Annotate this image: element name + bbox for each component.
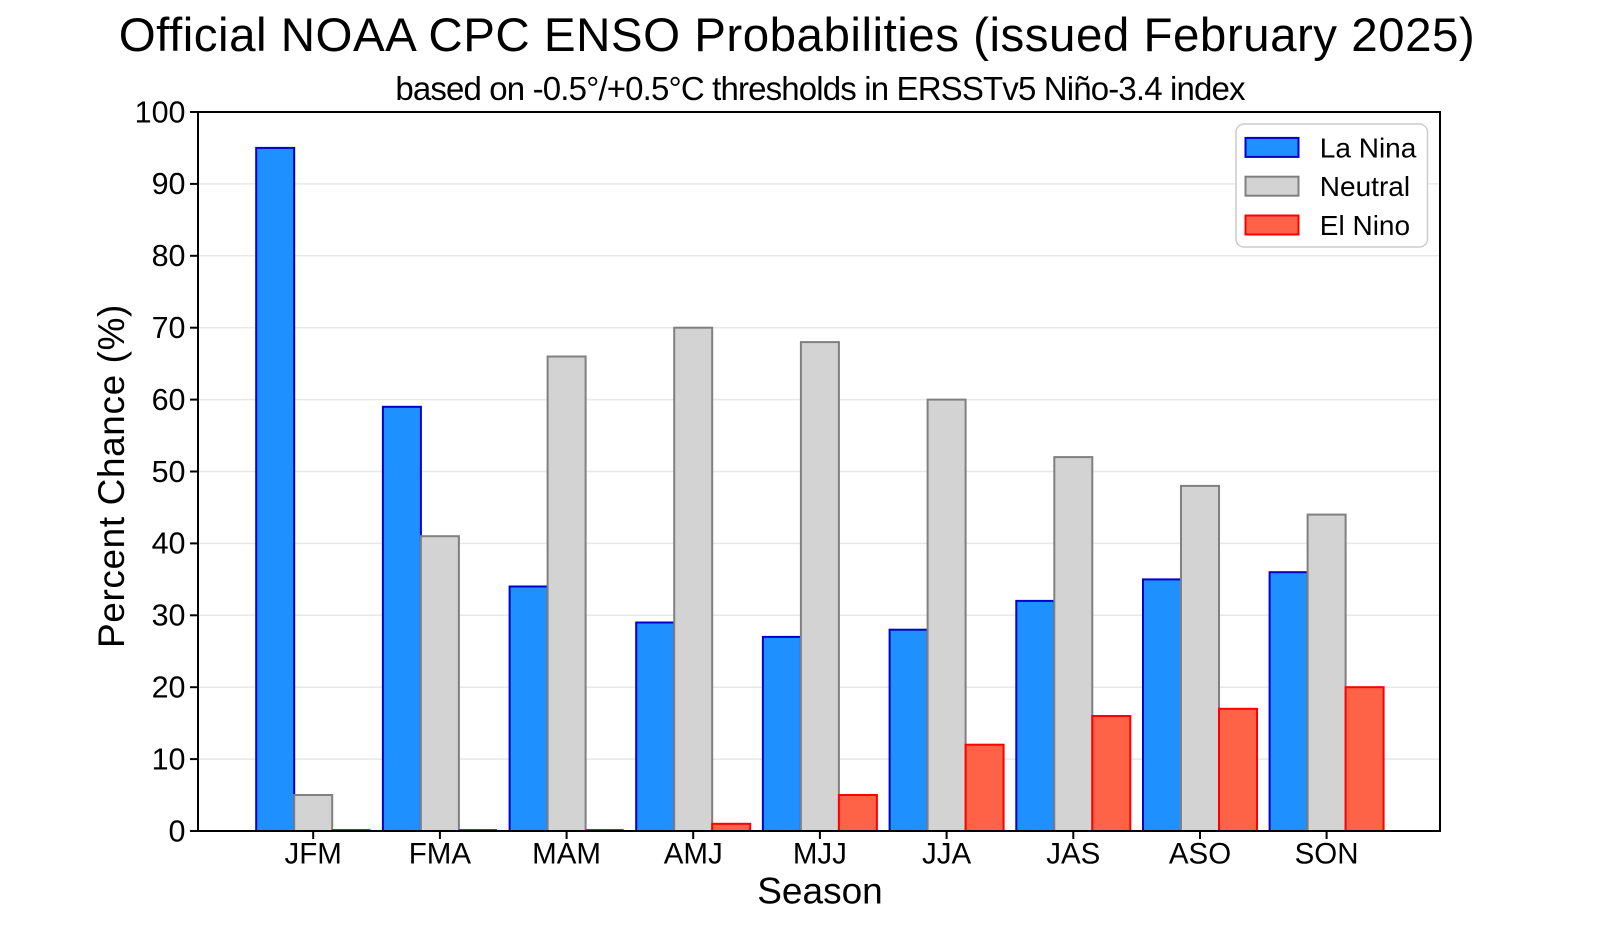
svg-text:30: 30 (152, 599, 186, 633)
svg-text:80: 80 (152, 239, 186, 273)
svg-text:El Nino: El Nino (1320, 210, 1410, 241)
svg-text:10: 10 (152, 742, 186, 776)
svg-text:MAM: MAM (532, 838, 601, 871)
svg-text:JFM: JFM (285, 838, 342, 871)
svg-text:La Nina: La Nina (1320, 132, 1417, 163)
svg-text:Percent Chance (%): Percent Chance (%) (91, 304, 132, 648)
svg-text:based on -0.5°/+0.5°C threshol: based on -0.5°/+0.5°C thresholds in ERSS… (395, 70, 1246, 107)
svg-text:FMA: FMA (409, 838, 472, 871)
svg-text:100: 100 (135, 95, 186, 129)
svg-text:50: 50 (152, 455, 186, 489)
svg-text:Official NOAA CPC ENSO Probabi: Official NOAA CPC ENSO Probabilities (is… (119, 9, 1476, 62)
svg-text:60: 60 (152, 383, 186, 417)
svg-text:MJJ: MJJ (793, 838, 847, 871)
svg-text:0: 0 (169, 814, 186, 848)
svg-text:20: 20 (152, 671, 186, 705)
svg-text:JJA: JJA (922, 838, 972, 871)
svg-text:ASO: ASO (1169, 838, 1231, 871)
svg-text:90: 90 (152, 167, 186, 201)
svg-text:AMJ: AMJ (664, 838, 723, 871)
svg-text:Season: Season (757, 871, 883, 912)
svg-text:70: 70 (152, 311, 186, 345)
svg-text:SON: SON (1295, 838, 1359, 871)
svg-text:Neutral: Neutral (1320, 171, 1410, 202)
svg-text:40: 40 (152, 527, 186, 561)
svg-text:JAS: JAS (1046, 838, 1100, 871)
